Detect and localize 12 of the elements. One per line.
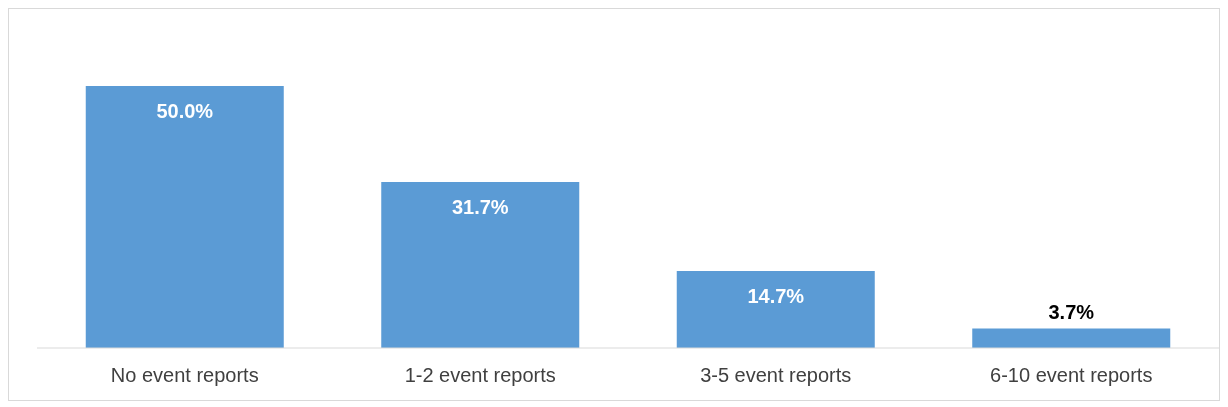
data-label: 14.7% xyxy=(747,284,805,307)
data-label: 50.0% xyxy=(156,100,214,122)
data-label: 3.7% xyxy=(1048,300,1095,323)
x-tick-label: 6-10 event reports xyxy=(990,364,1153,387)
bar xyxy=(85,86,284,348)
x-tick-label: No event reports xyxy=(110,364,259,387)
x-tick-label: 3-5 event reports xyxy=(700,364,852,387)
bar xyxy=(676,270,875,348)
bar xyxy=(381,181,580,348)
bar xyxy=(972,328,1171,348)
data-label: 31.7% xyxy=(451,195,509,218)
x-tick-label: 1-2 event reports xyxy=(404,364,556,387)
